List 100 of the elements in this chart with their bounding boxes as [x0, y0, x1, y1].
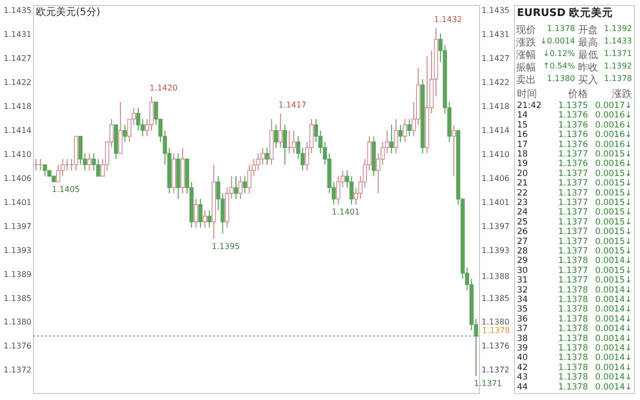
candlestick: [398, 124, 403, 142]
y2-tick-label: 1.1431: [482, 30, 510, 40]
text: 1.1378: [547, 24, 575, 33]
text: 1.1378: [558, 344, 588, 354]
text: 0.0015↓: [595, 227, 632, 238]
text: 25: [517, 217, 528, 228]
candlestick: [234, 176, 238, 200]
y-tick-label: 1.1372: [4, 366, 32, 375]
text: 1.1377: [558, 266, 588, 276]
y-tick-label: 1.1393: [4, 246, 32, 255]
text: 0.0015↓: [595, 266, 632, 276]
text: 0.0015↓: [595, 208, 632, 218]
y-tick-label: 1.1414: [4, 126, 32, 136]
y2-tick-label: 1.1414: [482, 126, 510, 136]
candlestick: [149, 96, 154, 132]
annotation: 1.1417: [278, 100, 306, 110]
y2-tick-label: 1.1435: [482, 6, 510, 16]
text: 1.1378: [558, 334, 588, 344]
text: 0.0014↓: [595, 314, 632, 324]
ref-line-label: 1.1378: [482, 326, 510, 335]
text: 0.0015↓: [595, 198, 632, 208]
y2-tick-label: 1.1372: [482, 366, 510, 375]
y-tick-label: 1.1431: [4, 30, 32, 40]
text: 1.1377: [558, 150, 588, 160]
candlestick: [194, 198, 198, 228]
text: 14: [517, 110, 528, 121]
y2-tick-label: 1.1406: [482, 174, 510, 183]
text: 0.0016↓: [595, 130, 632, 140]
text: 1.1433: [604, 36, 632, 46]
text: 15: [517, 120, 528, 130]
text: 涨跌: [612, 88, 632, 100]
annotation: 1.1432: [434, 14, 462, 24]
text: 现价: [516, 24, 536, 36]
candlestick: [265, 147, 270, 166]
text: 1.1378: [558, 256, 588, 266]
candlestick: [118, 102, 123, 154]
text: 0.0014↓: [595, 353, 632, 364]
text: 0.0015↓: [595, 168, 632, 179]
text: 26: [517, 227, 528, 238]
text: 0.0014↓: [595, 285, 632, 296]
text: 40: [517, 353, 528, 364]
annotation: 1.1405: [52, 184, 80, 194]
text: 1.1377: [558, 236, 588, 247]
text: ↓0.12%: [542, 49, 576, 58]
candlestick: [292, 130, 296, 154]
text: 30: [517, 266, 528, 276]
text: 23: [517, 198, 528, 208]
y-tick-label: 1.1422: [4, 78, 32, 88]
text: 0.0014↓: [595, 362, 632, 373]
y-tick-label: 1.1406: [4, 174, 32, 183]
text: 0.0016↓: [595, 140, 632, 150]
y2-tick-label: 1.1401: [482, 198, 510, 207]
text: 0.0016↓: [595, 159, 632, 170]
text: 1.1375: [558, 101, 588, 111]
text: 36: [517, 314, 528, 324]
text: 涨幅: [516, 49, 536, 61]
text: EURUSD 欧元美元: [517, 6, 614, 19]
text: 振幅: [516, 62, 536, 74]
y-tick-label: 1.1427: [4, 54, 32, 64]
text: 32: [517, 285, 528, 296]
y-tick-label: 1.1376: [4, 342, 32, 351]
text: ↓0.0014: [540, 36, 575, 46]
text: 1.1378: [558, 353, 588, 364]
y2-tick-label: 1.1388: [482, 272, 510, 282]
text: 44: [517, 382, 528, 392]
text: 0.0015↓: [595, 246, 632, 256]
candlestick: [38, 158, 43, 171]
text: 42: [517, 362, 528, 373]
text: 0.0014↓: [595, 372, 632, 383]
text: 0.0017↓: [595, 101, 632, 111]
text: 1.1377: [558, 227, 588, 238]
text: 1.1377: [558, 188, 588, 198]
text: 1.1378: [558, 324, 588, 334]
candlestick: [78, 136, 83, 166]
text: 1.1378: [558, 314, 588, 324]
y2-tick-label: 1.1376: [482, 342, 510, 351]
candlestick: [207, 210, 212, 228]
annotation: 1.1401: [332, 208, 360, 217]
text: 0.0014↓: [595, 256, 632, 266]
text: 1.1380: [547, 74, 575, 83]
text: 1.1378: [558, 372, 588, 383]
text: 1.1392: [604, 62, 632, 70]
text: 最低: [578, 50, 598, 61]
candlestick: [202, 210, 207, 228]
candlestick: [278, 112, 283, 148]
chart-title: 欧元美元(5分): [36, 6, 100, 18]
text: 昨收: [578, 62, 598, 74]
text: 1.1371: [604, 49, 632, 58]
text: 1.1377: [558, 208, 588, 218]
candlestick: [122, 124, 127, 142]
text: 最高: [578, 36, 598, 48]
y-tick-label: 1.1410: [4, 150, 32, 159]
annotation: 1.1371: [474, 378, 502, 388]
text: 20: [517, 168, 528, 179]
text: 34: [517, 295, 528, 305]
text: 39: [517, 344, 528, 354]
text: 0.0014↓: [595, 382, 632, 392]
text: 0.0014↓: [595, 304, 632, 315]
text: 0.0015↓: [595, 188, 632, 198]
annotation: 1.1420: [150, 83, 178, 92]
